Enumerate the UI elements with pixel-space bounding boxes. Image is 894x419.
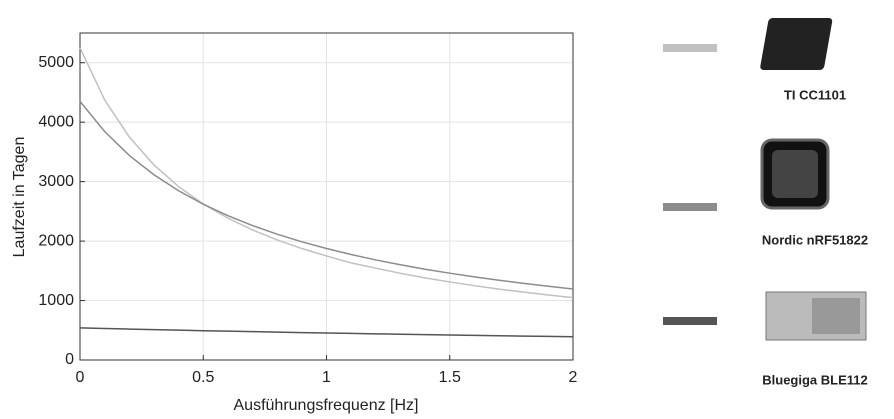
y-axis-label: Laufzeit in Tagen xyxy=(11,137,28,258)
chip-icons xyxy=(760,18,867,341)
legend-label: TI CC1101 xyxy=(784,87,846,102)
y-tick-label: 3000 xyxy=(38,173,74,190)
plot-frame xyxy=(79,32,574,361)
line-series xyxy=(79,327,574,338)
x-tick-label: 2 xyxy=(569,369,578,386)
line-series xyxy=(79,47,574,299)
legend-label: Nordic nRF51822 xyxy=(762,232,868,247)
y-tick-label: 2000 xyxy=(38,232,74,249)
chip-icon xyxy=(760,18,833,70)
y-tick-label: 1000 xyxy=(38,292,74,309)
line-series xyxy=(79,100,574,290)
x-tick-label: 1.5 xyxy=(439,369,461,386)
x-tick-label: 0.5 xyxy=(192,369,214,386)
x-tick-label: 1 xyxy=(322,369,331,386)
x-tick-label: 0 xyxy=(76,369,85,386)
x-axis-label: Ausführungsfrequenz [Hz] xyxy=(234,397,419,414)
chip-icon xyxy=(772,150,818,198)
y-tick-label: 0 xyxy=(65,351,74,368)
y-tick-label: 5000 xyxy=(38,54,74,71)
legend-label: Bluegiga BLE112 xyxy=(762,372,867,387)
chip-icon xyxy=(812,298,860,334)
y-tick-label: 4000 xyxy=(38,113,74,130)
